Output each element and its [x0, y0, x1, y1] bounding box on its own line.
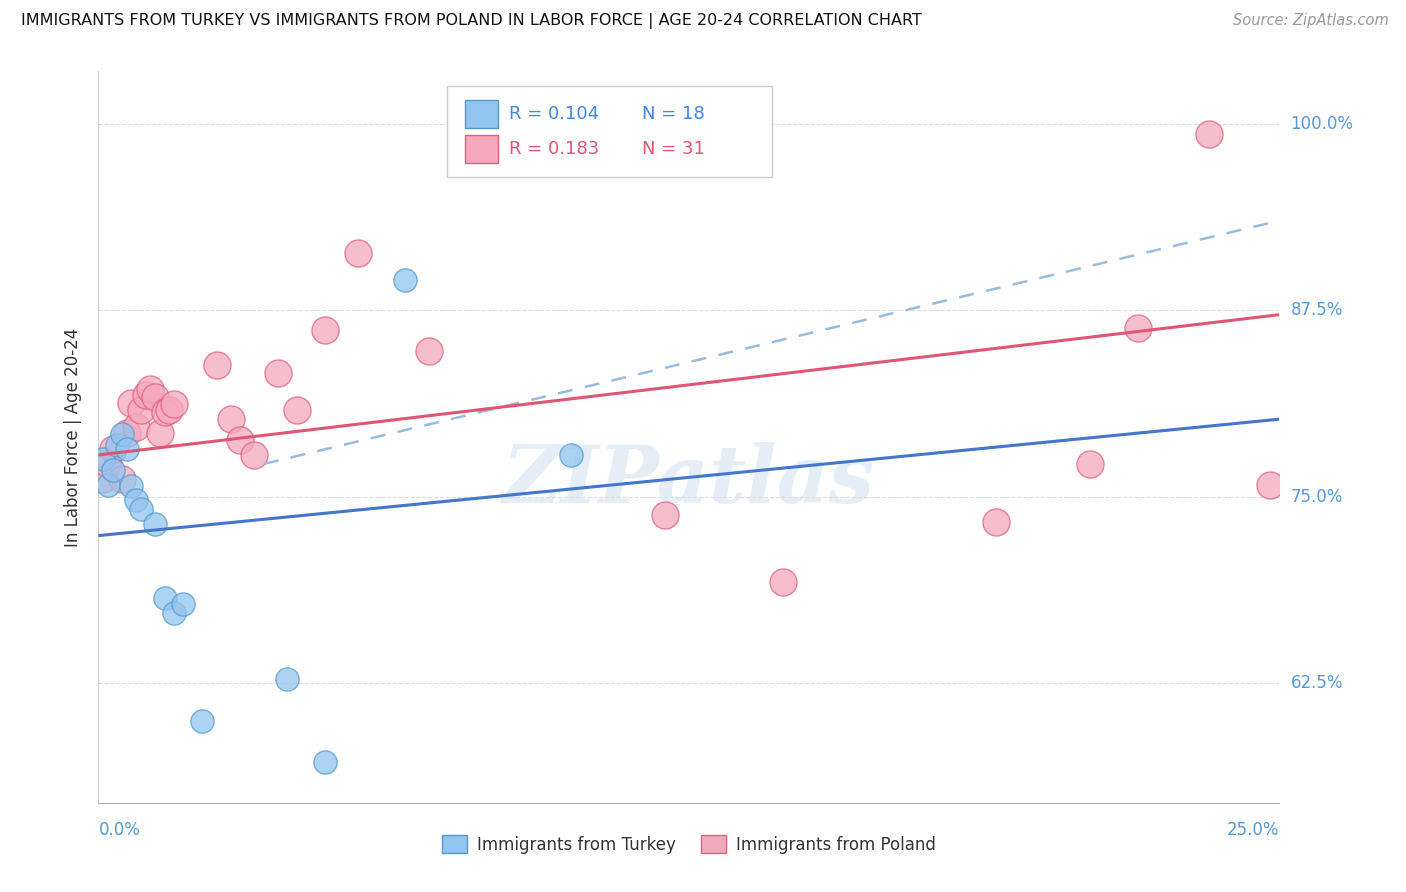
Point: [143, 516, 166, 531]
Text: R = 0.183: R = 0.183: [509, 140, 600, 158]
Point: [267, 366, 290, 380]
Point: [129, 501, 152, 516]
FancyBboxPatch shape: [464, 135, 498, 163]
Point: [135, 388, 157, 402]
Point: [654, 508, 676, 522]
Point: [285, 403, 308, 417]
Point: [115, 442, 138, 456]
FancyBboxPatch shape: [464, 100, 498, 128]
Point: [149, 425, 172, 440]
Point: [984, 515, 1007, 529]
Text: 0.0%: 0.0%: [98, 821, 141, 838]
Point: [129, 403, 152, 417]
Point: [139, 382, 162, 396]
Point: [91, 452, 114, 467]
Point: [101, 442, 124, 456]
Point: [143, 390, 166, 404]
Point: [97, 478, 120, 492]
Point: [105, 437, 128, 451]
Text: 75.0%: 75.0%: [1291, 488, 1343, 506]
Text: R = 0.104: R = 0.104: [509, 104, 599, 123]
Text: 87.5%: 87.5%: [1291, 301, 1343, 319]
Point: [111, 427, 134, 442]
Point: [153, 591, 176, 606]
Text: N = 18: N = 18: [641, 104, 704, 123]
Point: [125, 419, 148, 434]
Legend: Immigrants from Turkey, Immigrants from Poland: Immigrants from Turkey, Immigrants from …: [436, 829, 942, 860]
Point: [163, 397, 186, 411]
Text: 62.5%: 62.5%: [1291, 674, 1343, 692]
Point: [111, 472, 134, 486]
Point: [172, 597, 194, 611]
Point: [394, 273, 416, 287]
Point: [219, 412, 242, 426]
Point: [121, 396, 143, 410]
Text: N = 31: N = 31: [641, 140, 704, 158]
Point: [115, 425, 138, 440]
Point: [229, 433, 252, 447]
Point: [314, 323, 336, 337]
Point: [314, 756, 336, 770]
Point: [97, 457, 120, 471]
Point: [1198, 127, 1220, 141]
Point: [91, 472, 114, 486]
Text: 25.0%: 25.0%: [1227, 821, 1279, 838]
Point: [418, 343, 440, 358]
Point: [121, 479, 143, 493]
Point: [157, 403, 180, 417]
Point: [772, 574, 794, 589]
Point: [125, 492, 148, 507]
Text: Source: ZipAtlas.com: Source: ZipAtlas.com: [1233, 13, 1389, 29]
Point: [347, 246, 370, 260]
Text: ZIPatlas: ZIPatlas: [503, 442, 875, 520]
Point: [1258, 478, 1281, 492]
Point: [560, 448, 582, 462]
Point: [101, 463, 124, 477]
Point: [243, 448, 266, 462]
Point: [205, 359, 228, 373]
Y-axis label: In Labor Force | Age 20-24: In Labor Force | Age 20-24: [65, 327, 83, 547]
Point: [276, 672, 298, 686]
Point: [163, 606, 186, 620]
Text: 100.0%: 100.0%: [1291, 114, 1354, 133]
Point: [1080, 457, 1102, 471]
Text: IMMIGRANTS FROM TURKEY VS IMMIGRANTS FROM POLAND IN LABOR FORCE | AGE 20-24 CORR: IMMIGRANTS FROM TURKEY VS IMMIGRANTS FRO…: [21, 13, 922, 29]
Point: [191, 714, 214, 728]
Point: [153, 405, 176, 419]
FancyBboxPatch shape: [447, 86, 772, 178]
Point: [1126, 321, 1149, 335]
